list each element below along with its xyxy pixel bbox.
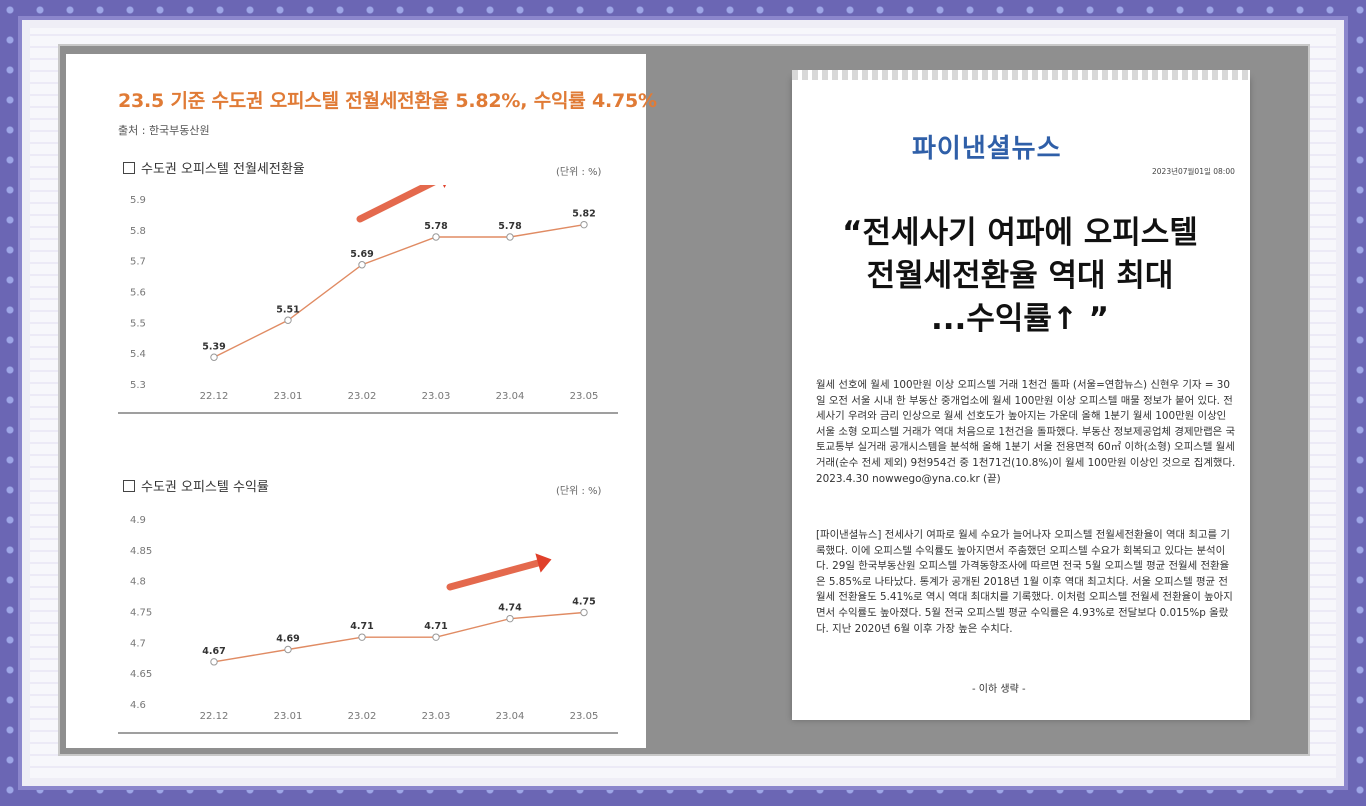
headline-line: “전세사기 여파에 오피스텔 (842, 215, 1198, 251)
source-note: 출처 : 한국부동산원 (118, 124, 210, 137)
y-tick-label: 4.75 (130, 608, 152, 619)
chart2-title: 수도권 오피스텔 수익률 (141, 480, 269, 495)
chart-document (66, 54, 646, 748)
data-point (432, 233, 440, 241)
chart1-heading: 수도권 오피스텔 전월세전환율 (123, 158, 305, 177)
x-tick-label: 23.03 (422, 711, 451, 722)
x-tick-label: 23.05 (570, 711, 599, 722)
news-paragraph-2: [파이낸셜뉴스] 전세사기 여파로 월세 수요가 늘어나자 오피스텔 전월세전환… (816, 529, 1233, 635)
y-tick-label: 4.65 (130, 669, 152, 680)
news-headline: “전세사기 여파에 오피스텔 전월세전환율 역대 최대 ...수익률↑ ” (820, 212, 1220, 341)
chart1-unit: (단위 : %) (556, 167, 602, 178)
y-tick-label: 4.6 (130, 700, 146, 711)
data-label: 5.69 (350, 249, 373, 260)
y-tick-label: 4.7 (130, 638, 146, 649)
y-tick-label: 5.8 (130, 226, 146, 237)
series-line (213, 223, 585, 358)
x-tick-label: 23.05 (570, 391, 599, 402)
y-tick-label: 5.6 (130, 288, 146, 299)
page-title: 23.5 기준 수도권 오피스텔 전월세전환율 5.82%, 수익률 4.75% (118, 90, 657, 112)
trend-arrow-shaft (356, 185, 436, 223)
data-point (432, 633, 440, 641)
x-tick-label: 22.12 (200, 391, 229, 402)
y-tick-label: 5.5 (130, 318, 146, 329)
data-label: 4.71 (350, 621, 373, 632)
x-tick-label: 23.02 (348, 711, 377, 722)
y-tick-label: 5.9 (130, 195, 146, 206)
data-label: 4.75 (572, 597, 595, 608)
data-point (506, 233, 514, 241)
data-label: 5.39 (202, 341, 225, 352)
y-tick-label: 4.8 (130, 577, 146, 588)
trend-arrow-shaft (446, 559, 542, 591)
trend-arrow-icon (356, 185, 447, 223)
chart1-svg: 5.9 5.8 5.7 5.6 5.5 5.4 5.3 5.39 22.12 5.51 23.01 5… (118, 185, 618, 414)
x-tick-label: 23.01 (274, 711, 303, 722)
data-point (506, 614, 514, 623)
series-line (213, 611, 585, 663)
news-ending: - 이하 생략 - (972, 684, 1026, 695)
x-tick-label: 23.04 (496, 391, 525, 402)
data-point (580, 220, 588, 229)
data-point (284, 645, 292, 654)
y-tick-label: 5.7 (130, 257, 146, 268)
headline-line: ...수익률↑ ” (930, 301, 1110, 337)
data-label: 4.69 (276, 634, 299, 645)
y-tick-label: 4.85 (130, 546, 152, 557)
chart2-unit: (단위 : %) (556, 486, 602, 497)
data-label: 4.74 (498, 603, 522, 614)
x-tick-label: 23.04 (496, 711, 525, 722)
data-point (358, 633, 366, 641)
x-tick-label: 23.02 (348, 391, 377, 402)
chart2-heading: 수도권 오피스텔 수익률 (123, 476, 269, 495)
y-tick-label: 5.4 (130, 349, 146, 360)
data-label: 5.51 (276, 304, 299, 315)
news-logo: 파이낸셜뉴스 (912, 134, 1062, 164)
chart1-title: 수도권 오피스텔 전월세전환율 (141, 162, 305, 177)
headline-line: 전월세전환율 역대 최대 (866, 258, 1174, 294)
trend-arrow-icon (446, 553, 552, 591)
data-label: 5.78 (498, 221, 522, 232)
data-label: 4.71 (424, 621, 447, 632)
news-document (792, 70, 1250, 720)
x-tick-label: 22.12 (200, 711, 229, 722)
checkbox-icon (123, 162, 135, 174)
news-paragraph-1: 월세 선호에 월세 100만원 이상 오피스텔 거래 1천건 돌파 (서울=연합… (816, 379, 1236, 485)
data-point (358, 261, 366, 269)
data-point (284, 316, 292, 324)
trend-arrow-head (535, 553, 552, 573)
y-tick-label: 5.3 (130, 380, 146, 391)
trend-arrow-head (443, 185, 447, 188)
chart2-svg: 4.9 4.85 4.8 4.75 4.7 4.65 4.6 4.67 22.12 4.69 23.… (118, 515, 618, 734)
data-label: 5.82 (572, 209, 595, 220)
y-tick-label: 4.9 (130, 515, 146, 526)
data-label: 5.78 (424, 221, 448, 232)
x-tick-label: 23.01 (274, 391, 303, 402)
data-point (580, 608, 588, 617)
checkbox-icon (123, 480, 135, 492)
data-point (210, 353, 218, 361)
news-date: 2023년07월01일 08:00 (1152, 167, 1235, 176)
data-label: 4.67 (202, 646, 225, 657)
data-point (210, 658, 218, 666)
x-tick-label: 23.03 (422, 391, 451, 402)
